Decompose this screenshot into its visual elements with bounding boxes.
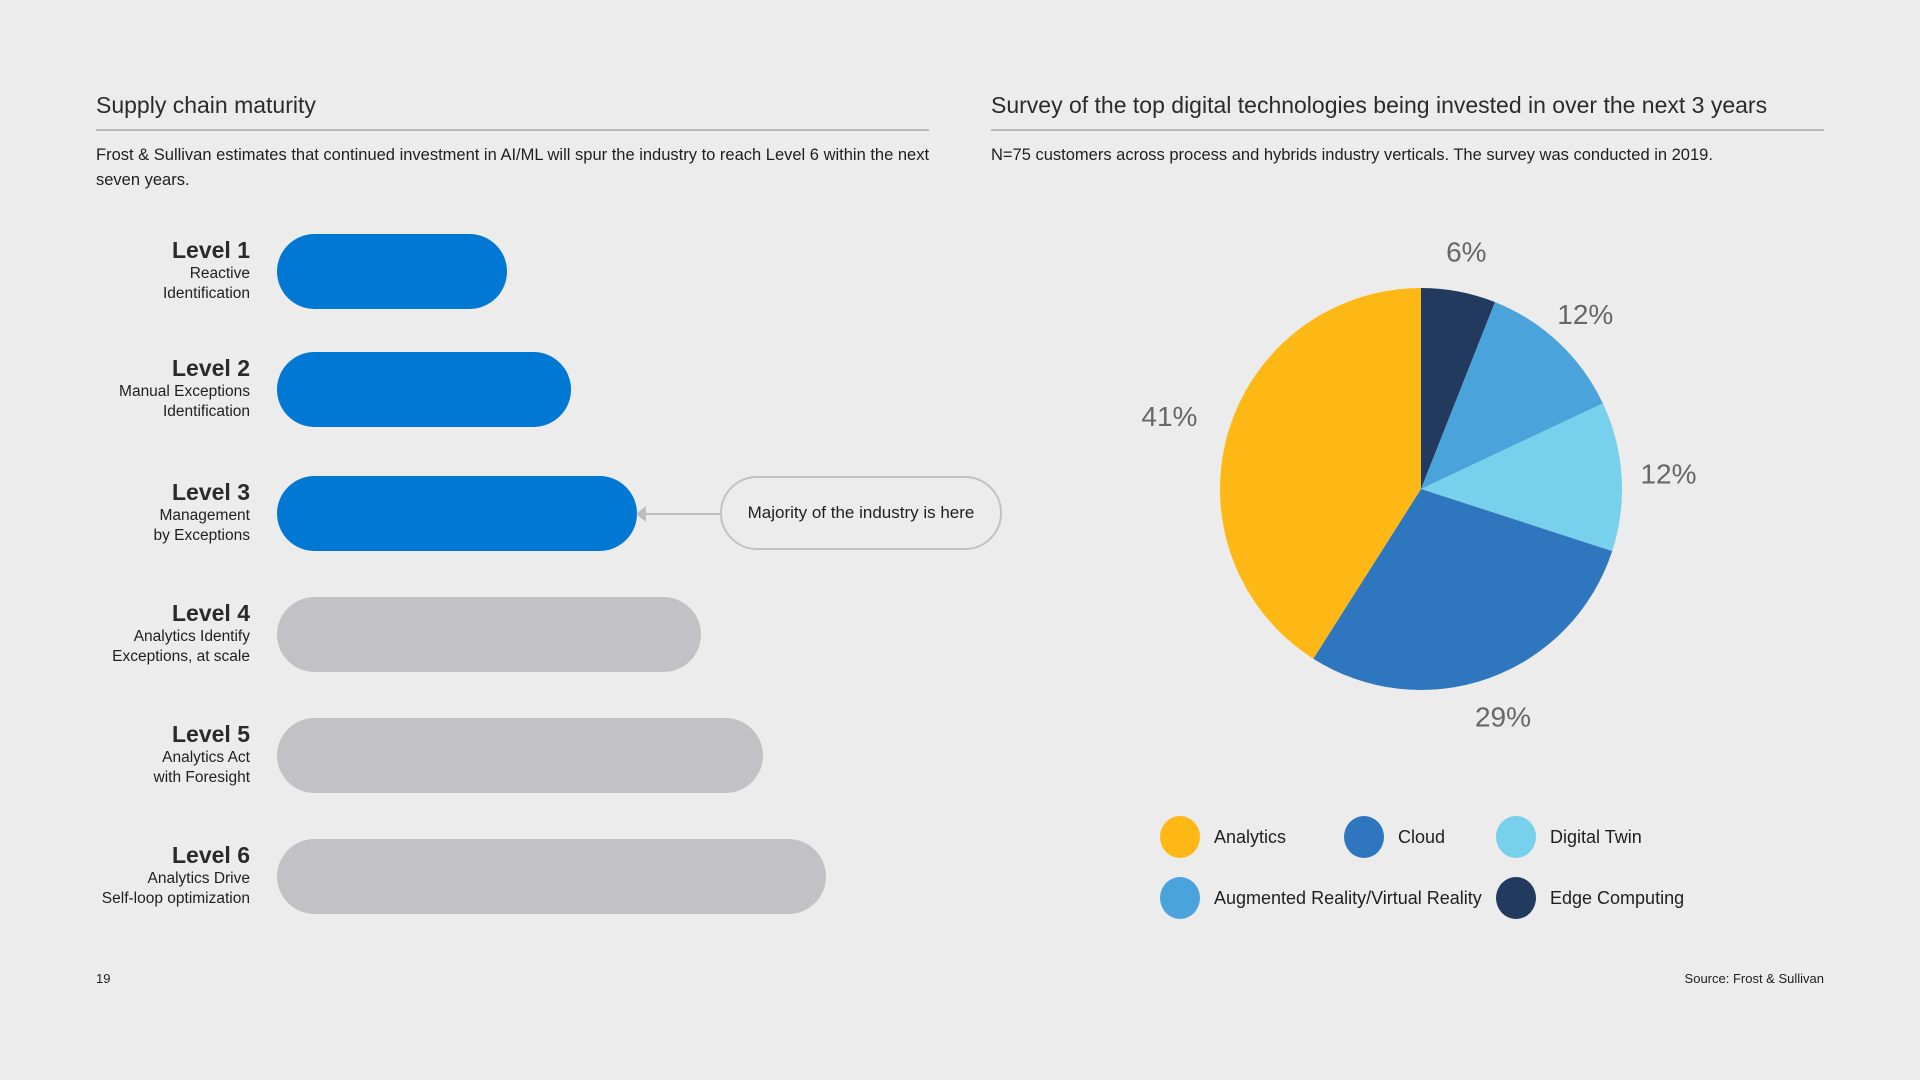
level-description-line2: Self-loop optimization	[101, 890, 250, 907]
level-description-line1: Analytics Act	[162, 749, 250, 766]
pie-data-label: 12%	[1640, 458, 1696, 489]
level-title: Level 1	[172, 237, 250, 263]
right-description: N=75 customers across process and hybrid…	[991, 146, 1713, 164]
legend-label: Cloud	[1398, 826, 1446, 847]
level-bar-5	[277, 718, 763, 793]
legend-item: Digital Twin	[1496, 816, 1642, 858]
source-note: Source: Frost & Sullivan	[1684, 971, 1824, 986]
pie-slice-edge-computing	[1421, 288, 1495, 489]
level-bar-4	[277, 597, 701, 672]
pie-data-label: 41%	[1141, 401, 1197, 432]
legend-swatch-icon	[1496, 816, 1536, 858]
pie-slice-analytics	[1220, 288, 1421, 659]
level-description-line2: Identification	[162, 403, 250, 420]
level-bar-6	[277, 839, 826, 914]
legend-label: Edge Computing	[1550, 887, 1685, 908]
level-title: Level 4	[172, 600, 250, 626]
level-description-line2: with Foresight	[153, 769, 250, 786]
legend-label: Analytics	[1214, 826, 1287, 847]
left-description: Frost & Sullivan estimates that continue…	[96, 146, 930, 189]
pie-chart: 6% 12% 12% 29% 41%	[1141, 236, 1696, 733]
legend-item: Edge Computing	[1496, 877, 1684, 919]
level-bar-2	[277, 352, 571, 427]
level-description-line2: Identification	[162, 285, 250, 302]
legend-item: Analytics	[1160, 816, 1286, 858]
level-bar-1	[277, 234, 507, 309]
legend-item: Augmented Reality/Virtual Reality	[1160, 877, 1482, 919]
level-bar-3	[277, 476, 637, 551]
pie-data-label: 12%	[1557, 299, 1613, 330]
level-title: Level 2	[172, 355, 250, 381]
left-title-divider	[96, 129, 929, 131]
level-title: Level 3	[172, 479, 250, 505]
pie-slice-cloud	[1313, 489, 1613, 690]
callout-text: Majority of the industry is here	[747, 503, 975, 522]
right-title-divider	[991, 129, 1824, 131]
legend-label: Augmented Reality/Virtual Reality	[1214, 887, 1482, 908]
level-description-line1: Analytics Drive	[147, 870, 251, 887]
level-description-line1: Manual Exceptions	[119, 383, 250, 400]
level-description-line1: Analytics Identify	[133, 628, 250, 645]
callout-arrow-line	[638, 513, 722, 515]
level-description-line2: by Exceptions	[153, 527, 251, 544]
pie-data-label: 6%	[1446, 236, 1486, 267]
arrow-head-icon	[636, 506, 646, 522]
level-description-line1: Management	[159, 507, 250, 524]
legend-swatch-icon	[1160, 816, 1200, 858]
level-title: Level 5	[172, 721, 250, 747]
page-number: 19	[96, 971, 111, 986]
level-label: Level 6 Analytics Drive Self-loop optimiza…	[50, 841, 250, 909]
industry-callout: Majority of the industry is here	[720, 476, 1002, 550]
legend-swatch-icon	[1496, 877, 1536, 919]
level-label: Level 3 Management by Exceptions	[50, 478, 251, 546]
right-section-title: Survey of the top digital technologies b…	[991, 92, 1768, 118]
legend-label: Digital Twin	[1550, 826, 1642, 847]
pie-slice-digital-twin	[1421, 403, 1622, 552]
level-title: Level 6	[172, 842, 250, 868]
legend-swatch-icon	[1344, 816, 1384, 858]
legend-item: Cloud	[1344, 816, 1445, 858]
level-label: Level 4 Analytics Identify Exceptions, at …	[50, 599, 250, 667]
level-label: Level 1 Reactive Identification	[50, 236, 250, 304]
left-section-title: Supply chain maturity	[96, 92, 316, 118]
pie-data-label: 29%	[1475, 702, 1531, 733]
level-label: Level 2 Manual Exceptions Identification	[50, 354, 250, 422]
level-description-line2: Exceptions, at scale	[112, 648, 250, 665]
legend-swatch-icon	[1160, 877, 1200, 919]
pie-slice-augmented-reality-virtual-reality	[1421, 302, 1603, 489]
level-description-line1: Reactive	[189, 265, 250, 282]
level-label: Level 5 Analytics Act with Foresight	[50, 720, 250, 788]
